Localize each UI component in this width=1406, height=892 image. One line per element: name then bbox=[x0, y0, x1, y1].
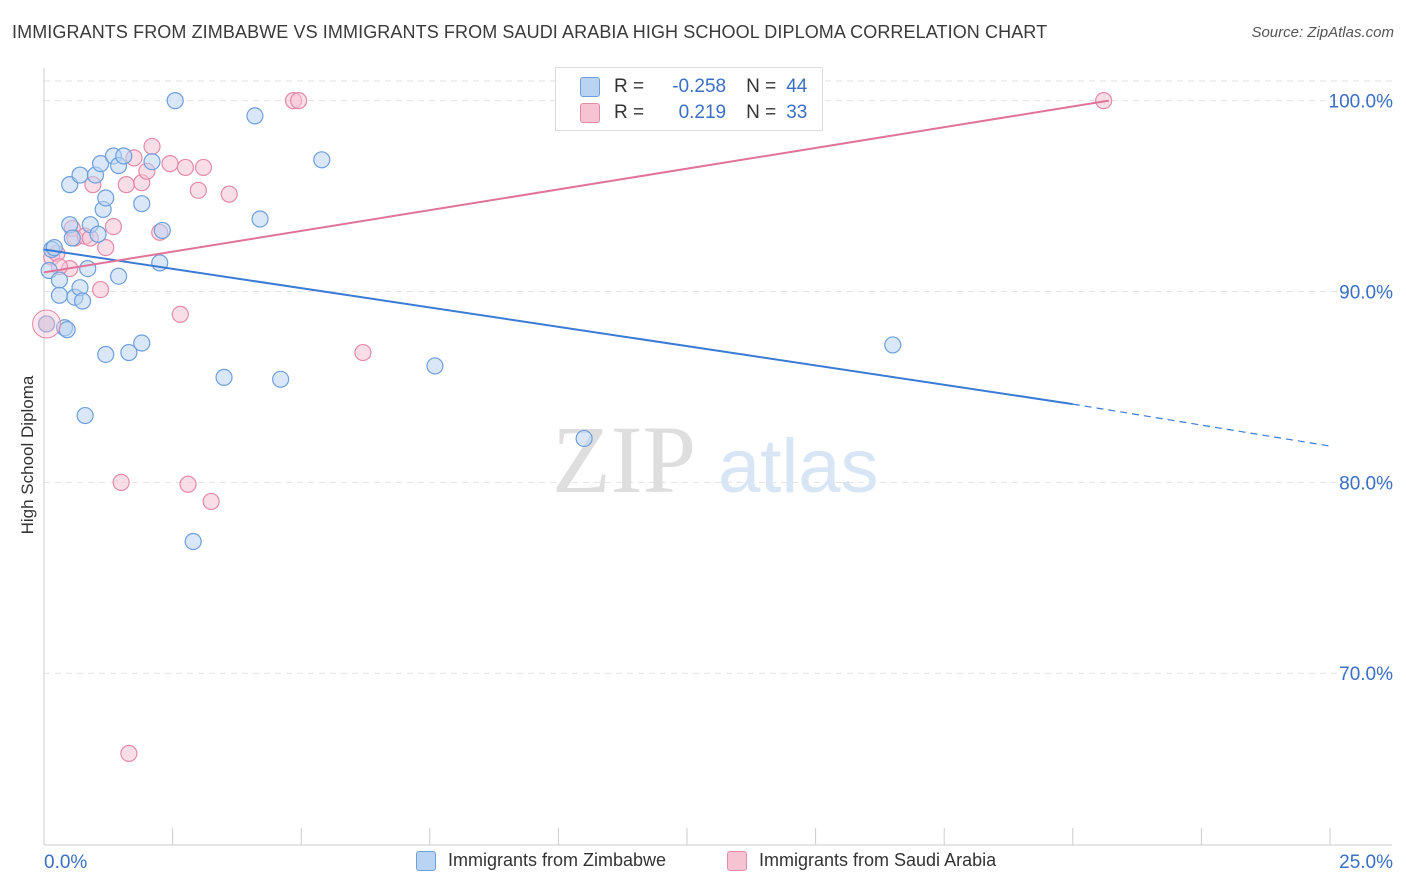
chart-title: IMMIGRANTS FROM ZIMBABWE VS IMMIGRANTS F… bbox=[12, 22, 1048, 42]
zimbabwe-point bbox=[133, 334, 151, 352]
zimbabwe-point bbox=[50, 286, 69, 304]
zimbabwe-point bbox=[71, 166, 89, 184]
saudi-point bbox=[354, 343, 372, 362]
zimbabwe-point bbox=[143, 153, 161, 171]
zimbabwe-point bbox=[251, 210, 269, 228]
legend-item-saudi: Immigrants from Saudi Arabia bbox=[727, 850, 996, 871]
r-label: R = bbox=[614, 102, 645, 123]
zimbabwe-n-value: 44 bbox=[786, 76, 808, 97]
zimbabwe-point bbox=[153, 221, 171, 240]
zimbabwe-swatch bbox=[580, 77, 600, 97]
zimbabwe-point bbox=[109, 267, 128, 285]
zimbabwe-point bbox=[272, 370, 290, 388]
zimbabwe-point bbox=[166, 92, 184, 110]
source-label: Source: ZipAtlas.com bbox=[1251, 24, 1394, 41]
zimbabwe-point bbox=[63, 229, 81, 247]
saudi-point bbox=[120, 744, 138, 762]
saudi-point bbox=[161, 155, 179, 173]
zimbabwe-point bbox=[115, 147, 133, 165]
zimbabwe-point bbox=[89, 225, 107, 243]
y-tick-label: 90.0% bbox=[1339, 282, 1393, 303]
watermark-atlas: atlas bbox=[718, 424, 879, 509]
zimbabwe-point bbox=[133, 195, 151, 213]
zimbabwe-point bbox=[215, 368, 233, 386]
zimbabwe-point bbox=[58, 321, 76, 339]
saudi-point bbox=[290, 92, 308, 110]
zimbabwe-legend-label: Immigrants from Zimbabwe bbox=[448, 850, 667, 870]
saudi-r-value: 0.219 bbox=[678, 102, 727, 123]
x-tick-label-min: 0.0% bbox=[44, 852, 88, 873]
saudi-n-value: 33 bbox=[786, 102, 808, 123]
n-label: N = bbox=[746, 76, 777, 97]
axes bbox=[43, 68, 1392, 846]
overlap-point bbox=[32, 309, 62, 339]
zimbabwe-trend-extension bbox=[1072, 403, 1331, 447]
zimbabwe-point bbox=[76, 406, 94, 425]
n-label: N = bbox=[746, 102, 777, 123]
series-legend: Immigrants from Zimbabwe Immigrants from… bbox=[0, 850, 1406, 878]
x-tick-label-max: 25.0% bbox=[1339, 852, 1393, 873]
saudi-legend-label: Immigrants from Saudi Arabia bbox=[759, 850, 997, 870]
y-tick-labels: 70.0% 80.0% 90.0% 100.0% bbox=[1329, 92, 1394, 686]
saudi-point bbox=[97, 238, 115, 257]
zimbabwe-point bbox=[37, 315, 56, 333]
saudi-point bbox=[176, 158, 195, 177]
zimbabwe-point bbox=[97, 345, 115, 364]
r-label: R = bbox=[614, 76, 645, 97]
watermark: ZIP atlas bbox=[552, 406, 879, 513]
saudi-point bbox=[179, 475, 197, 493]
saudi-point bbox=[104, 218, 123, 236]
zimbabwe-r-value: -0.258 bbox=[672, 76, 727, 97]
zimbabwe-legend-swatch bbox=[416, 850, 436, 871]
zimbabwe-point bbox=[79, 259, 97, 278]
zimbabwe-points bbox=[32, 92, 902, 551]
zimbabwe-point bbox=[246, 107, 264, 125]
saudi-point bbox=[143, 137, 161, 156]
saudi-point bbox=[189, 181, 207, 199]
saudi-point bbox=[91, 280, 110, 299]
zimbabwe-trend-line bbox=[43, 248, 1073, 406]
y-tick-label: 100.0% bbox=[1329, 92, 1394, 113]
trend-lines bbox=[43, 99, 1331, 447]
y-tick-label: 70.0% bbox=[1339, 664, 1393, 685]
legend-row-saudi: R = 0.219 N = 33 bbox=[580, 100, 807, 126]
saudi-point bbox=[112, 473, 130, 491]
zimbabwe-point bbox=[91, 155, 110, 173]
saudi-swatch bbox=[580, 103, 600, 123]
legend-item-zimbabwe: Immigrants from Zimbabwe bbox=[416, 850, 666, 871]
saudi-point bbox=[171, 305, 189, 323]
stats-legend: R = -0.258 N = 44 R = 0.219 N = 33 bbox=[555, 67, 823, 131]
zimbabwe-point bbox=[97, 189, 115, 207]
saudi-point bbox=[202, 492, 220, 511]
saudi-point bbox=[220, 185, 238, 203]
y-tick-label: 80.0% bbox=[1339, 473, 1393, 494]
zimbabwe-point bbox=[45, 238, 63, 257]
zimbabwe-point bbox=[73, 292, 92, 310]
saudi-point bbox=[194, 158, 213, 177]
saudi-trend-line bbox=[43, 99, 1109, 274]
zimbabwe-point bbox=[426, 357, 444, 375]
zimbabwe-point bbox=[120, 343, 138, 362]
grid-lines bbox=[44, 80, 1392, 674]
zimbabwe-point bbox=[50, 271, 69, 289]
zimbabwe-point bbox=[184, 532, 202, 551]
zimbabwe-point bbox=[884, 336, 902, 354]
zimbabwe-point bbox=[313, 151, 331, 169]
zimbabwe-point bbox=[575, 429, 593, 448]
legend-row-zimbabwe: R = -0.258 N = 44 bbox=[580, 74, 807, 100]
saudi-legend-swatch bbox=[727, 850, 747, 871]
saudi-point bbox=[117, 176, 135, 194]
watermark-zip: ZIP bbox=[552, 406, 696, 513]
